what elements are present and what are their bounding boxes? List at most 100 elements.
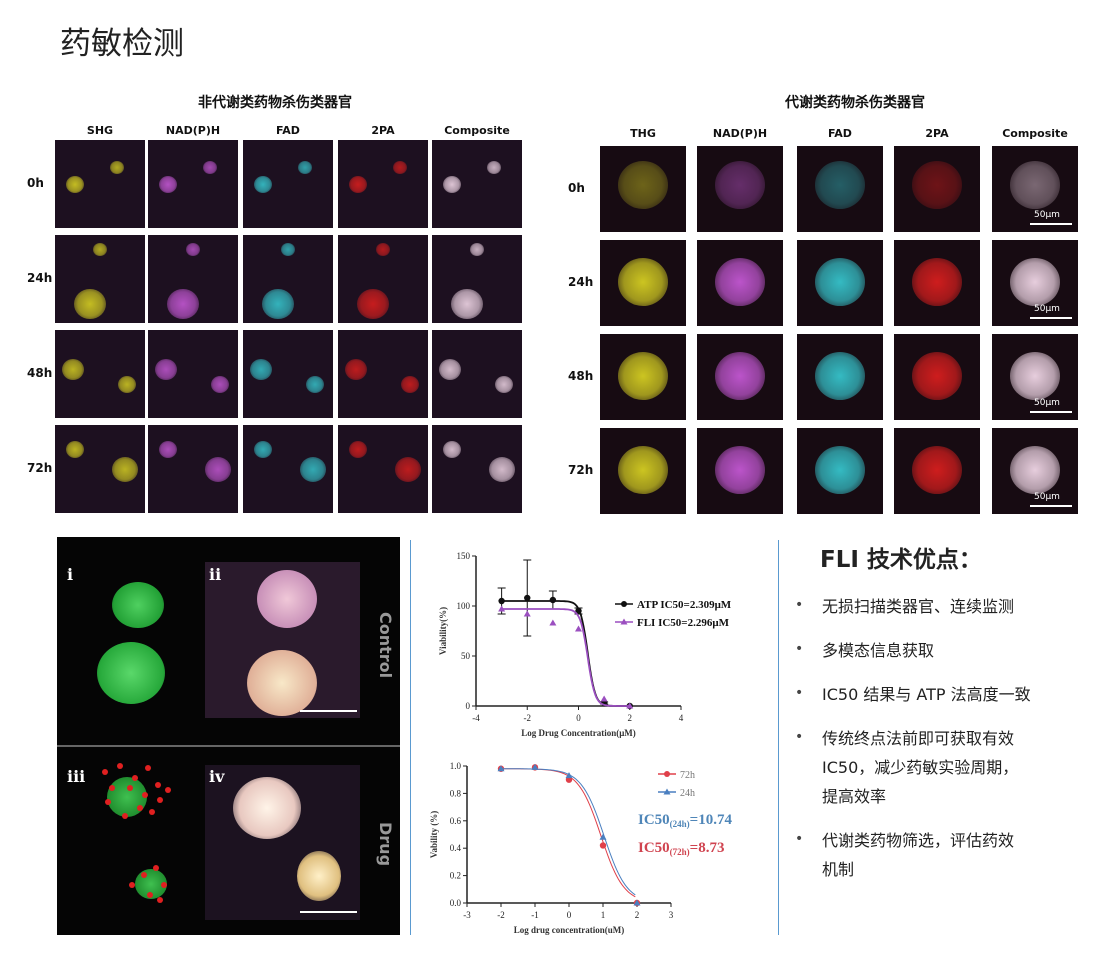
row-label: 48h	[568, 369, 594, 383]
data-point	[565, 776, 573, 783]
scale-bar-label: 50μm	[1034, 304, 1060, 314]
microscopy-image	[243, 330, 333, 418]
microscopy-panel: i ii Control iii iv Drug	[57, 537, 400, 935]
control-organoid-green	[112, 582, 164, 628]
column-label: NAD(P)H	[165, 124, 221, 137]
row-label: 72h	[27, 461, 53, 475]
column-label: NAD(P)H	[712, 127, 768, 140]
page-title: 药敏检测	[60, 26, 184, 62]
dead-cell-dot	[102, 769, 108, 775]
advantage-item: 代谢类药物筛选，评估药效	[822, 831, 1015, 850]
scale-bar-label: 50μm	[1034, 492, 1060, 502]
microscopy-image	[55, 235, 145, 323]
microscopy-image	[432, 140, 522, 228]
panel-label-ii: ii	[209, 565, 222, 584]
microscopy-image	[148, 140, 238, 228]
legend-marker	[621, 601, 627, 607]
microscopy-image	[894, 146, 980, 232]
bullet: •	[795, 641, 804, 657]
microscopy-image	[894, 240, 980, 326]
microscopy-image	[243, 425, 333, 513]
legend-label: ATP IC50=2.309μM	[637, 599, 732, 611]
x-tick-label: -3	[463, 910, 471, 920]
advantage-item: 机制	[822, 860, 855, 879]
legend-label: FLI IC50=2.296μM	[637, 617, 730, 629]
dead-cell-dot	[127, 785, 133, 791]
y-tick-label: 0.8	[450, 788, 462, 798]
scale-bar	[1030, 411, 1072, 413]
legend-marker	[664, 771, 670, 777]
fit-curve	[501, 608, 630, 707]
scale-bar-label: 50μm	[1034, 398, 1060, 408]
x-tick-label: -4	[472, 713, 480, 723]
dead-cell-dot	[161, 882, 167, 888]
y-tick-label: 0	[466, 701, 471, 711]
column-label: Composite	[1002, 127, 1068, 140]
data-point	[600, 695, 608, 702]
microscopy-image	[894, 334, 980, 420]
y-tick-label: 100	[457, 601, 471, 611]
y-axis-label: Viability(%)	[438, 607, 448, 655]
column-label: FAD	[276, 124, 300, 137]
y-tick-label: 150	[457, 551, 471, 561]
data-point	[497, 765, 505, 772]
y-tick-label: 0.2	[450, 871, 461, 881]
y-tick-label: 0.6	[450, 816, 462, 826]
microscopy-image: 50μm	[992, 146, 1078, 232]
drug-composite-image	[205, 765, 360, 920]
microscopy-image	[55, 140, 145, 228]
x-tick-label: -2	[524, 713, 532, 723]
column-label: 2PA	[371, 124, 395, 137]
dead-cell-dot	[157, 897, 163, 903]
dead-cell-dot	[142, 792, 148, 798]
condition-label-drug: Drug	[376, 822, 395, 867]
scale-bar	[300, 710, 357, 712]
bullet: •	[795, 831, 804, 847]
panel-label-iii: iii	[67, 767, 86, 786]
y-axis-label: Vability (%)	[429, 811, 439, 858]
dead-cell-dot	[147, 892, 153, 898]
microscopy-image	[797, 240, 883, 326]
microscopy-image: 50μm	[992, 334, 1078, 420]
microscopy-image	[338, 425, 428, 513]
column-label: SHG	[86, 124, 114, 137]
microscopy-image	[697, 146, 783, 232]
left-grid-heading: 非代谢类药物杀伤类器官	[198, 95, 352, 111]
atp-fli-viability-chart: -4 -2 0 2 4 0 50 100 150 Log Drug Concentration(μ…	[438, 551, 732, 738]
microscopy-image	[338, 235, 428, 323]
microscopy-image	[600, 428, 686, 514]
advantage-item: IC50 结果与 ATP 法高度一致	[822, 685, 1031, 704]
dead-cell-dot	[149, 809, 155, 815]
x-tick-label: 2	[635, 910, 640, 920]
panel-divider	[57, 745, 400, 747]
microscopy-image	[338, 140, 428, 228]
x-axis-label: Log Drug Concentration(μM)	[521, 728, 636, 738]
microscopy-image	[600, 146, 686, 232]
microscopy-image	[148, 425, 238, 513]
legend-marker	[663, 788, 671, 795]
dead-cell-dot	[109, 785, 115, 791]
legend-label: 72h	[680, 770, 695, 781]
scale-bar	[1030, 505, 1072, 507]
control-organoid-green	[97, 642, 165, 704]
microscopy-image	[600, 240, 686, 326]
microscopy-image	[243, 235, 333, 323]
microscopy-image	[697, 240, 783, 326]
ic50-annotation: IC50(24h)=10.74	[638, 812, 732, 829]
scale-bar-label: 50μm	[1034, 210, 1060, 220]
legend-label: 24h	[680, 788, 695, 799]
y-tick-label: 0.0	[450, 898, 462, 908]
dead-cell-dot	[129, 882, 135, 888]
advantage-item: IC50，减少药敏实验周期，	[822, 758, 1019, 777]
divider-line	[410, 540, 411, 935]
microscopy-image	[797, 334, 883, 420]
scale-bar	[1030, 317, 1072, 319]
bullet: •	[795, 685, 804, 701]
bullet: •	[795, 597, 804, 613]
time-viability-chart: -3 -2 -1 0 1 2 3 0.0 0.2 0.4 0.6 0.8 1.0 Log drug con…	[429, 761, 732, 935]
data-point	[523, 610, 531, 617]
x-tick-label: 1	[601, 910, 606, 920]
microscopy-image	[697, 334, 783, 420]
data-point	[531, 763, 539, 770]
